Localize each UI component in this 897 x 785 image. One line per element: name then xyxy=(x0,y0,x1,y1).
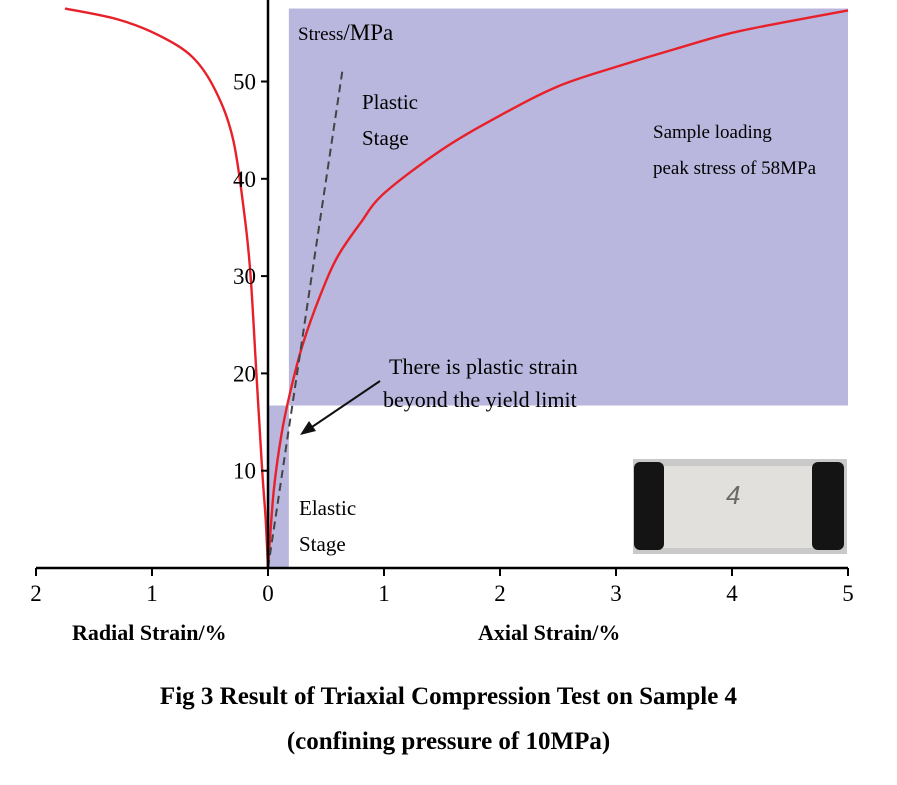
plastic-stage-label-2: Stage xyxy=(362,126,409,150)
x-tick-label: 5 xyxy=(842,581,854,606)
x-tick-label: 1 xyxy=(146,581,158,606)
elastic-stage-label-2: Stage xyxy=(299,532,346,556)
stress-strain-chart: 4 21012345102030405060 Stress/MPa Plasti… xyxy=(30,0,854,645)
peak-annotation-1: Sample loading xyxy=(653,122,772,143)
elastic-stage-label-1: Elastic xyxy=(299,496,356,520)
y-tick-label: 30 xyxy=(233,264,256,289)
figure-caption-line-2: (confining pressure of 10MPa) xyxy=(286,728,611,755)
plastic-strain-annotation-1: There is plastic strain xyxy=(389,354,578,379)
y-tick-label: 20 xyxy=(233,361,256,386)
axial-curve xyxy=(266,9,849,569)
annotation-arrow xyxy=(300,380,381,435)
elastic-stage-region xyxy=(268,405,289,568)
x-tick-label: 4 xyxy=(726,581,738,606)
sample-left-cap xyxy=(634,462,664,550)
plastic-stage-region xyxy=(288,8,848,406)
sample-number: 4 xyxy=(726,480,740,510)
x-tick-label: 2 xyxy=(494,581,506,606)
y-axis-label: Stress/MPa xyxy=(298,20,393,45)
reference-line-curve xyxy=(267,71,344,569)
x-tick-label: 1 xyxy=(378,581,390,606)
axial-strain-label: Axial Strain/% xyxy=(478,620,620,645)
peak-annotation-2: peak stress of 58MPa xyxy=(653,158,817,179)
plastic-strain-annotation-2: beyond the yield limit xyxy=(383,387,577,412)
sample-right-cap xyxy=(812,462,844,550)
figure-caption-line-1: Fig 3 Result of Triaxial Compression Tes… xyxy=(159,683,738,710)
annotations: Stress/MPa Plastic Stage Sample loading … xyxy=(72,20,817,645)
y-tick-label: 10 xyxy=(233,459,256,484)
sample-cylinder xyxy=(638,466,842,548)
axes: 21012345102030405060 xyxy=(30,0,854,606)
stage-regions xyxy=(268,8,848,568)
y-tick-label: 40 xyxy=(233,167,256,192)
sample-photo: 4 xyxy=(633,459,847,554)
x-tick-label: 0 xyxy=(262,581,274,606)
radial-strain-label: Radial Strain/% xyxy=(72,620,227,645)
x-tick-label: 2 xyxy=(30,581,42,606)
y-tick-label: 50 xyxy=(233,70,256,95)
x-tick-label: 3 xyxy=(610,581,622,606)
plastic-stage-label-1: Plastic xyxy=(362,90,418,114)
